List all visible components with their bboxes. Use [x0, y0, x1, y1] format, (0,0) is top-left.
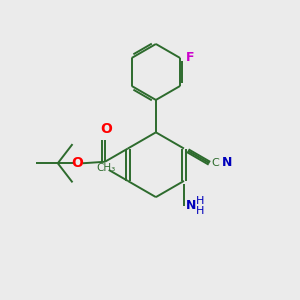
Text: H: H	[196, 196, 205, 206]
Text: O: O	[72, 156, 83, 170]
Text: C: C	[211, 158, 219, 168]
Text: F: F	[185, 52, 194, 64]
Text: N: N	[222, 156, 232, 169]
Text: H: H	[196, 206, 205, 216]
Text: N: N	[185, 200, 196, 212]
Text: CH₃: CH₃	[96, 163, 115, 173]
Text: O: O	[100, 122, 112, 136]
